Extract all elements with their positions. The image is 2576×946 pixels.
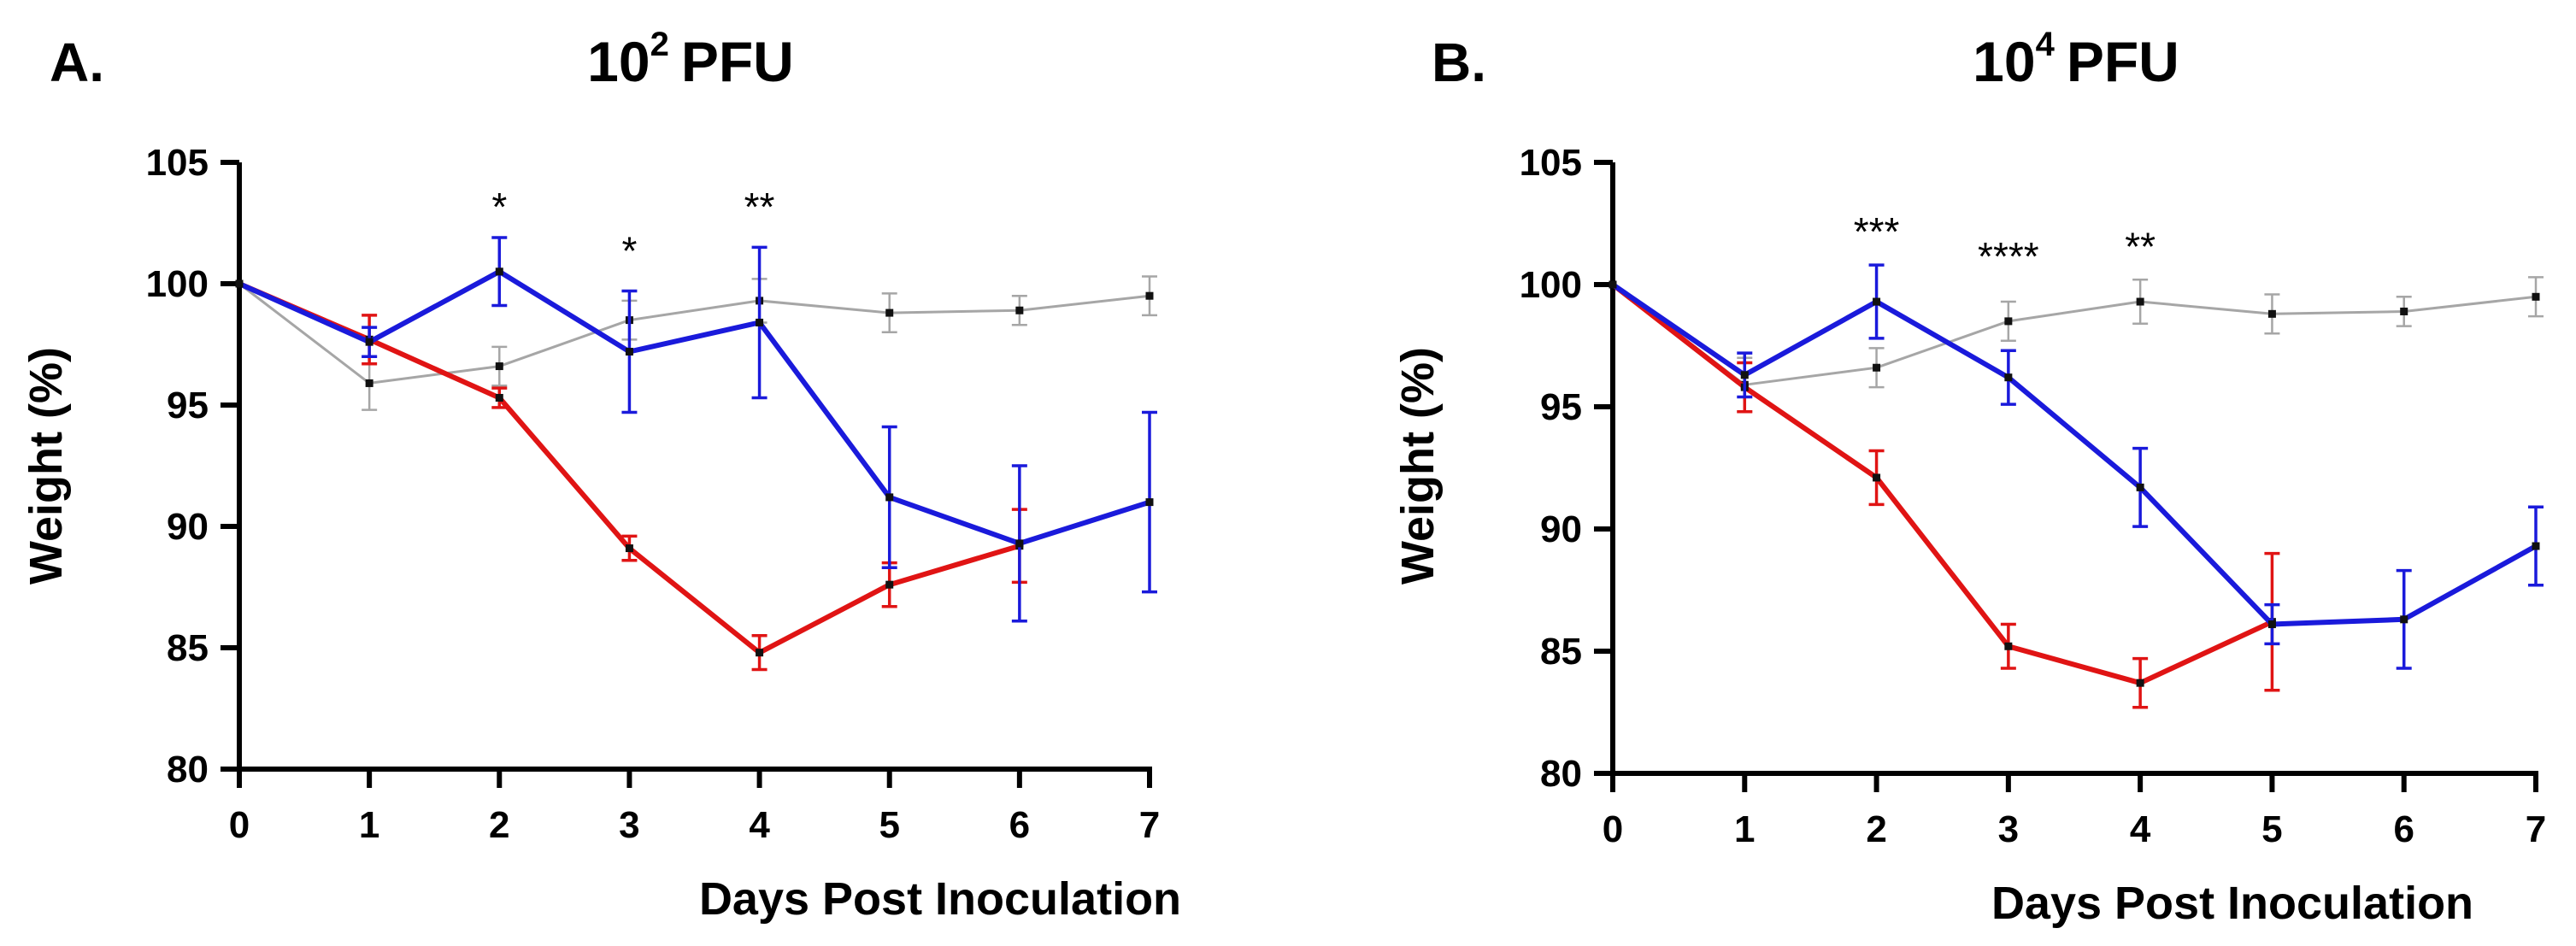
y-tick-label: 85 (167, 627, 209, 669)
title-base: 10 (1973, 30, 2035, 93)
chart-panel-a: A. 102 PFU Days Post Inoculation Weight (… (21, 26, 1181, 925)
series-line (1611, 283, 2538, 386)
x-axis-label: Days Post Inoculation (1991, 878, 2473, 929)
data-point (625, 348, 633, 356)
data-point (2267, 309, 2276, 318)
significance-annotation: ** (744, 185, 775, 229)
x-tick-label: 7 (2526, 808, 2546, 850)
line-chart-b: B. 104 PFU Days Post Inoculation Weight (… (1392, 26, 2547, 929)
chart-title: 104 PFU (1973, 26, 2179, 93)
y-tick-label: 90 (1540, 508, 1582, 550)
y-tick-label: 90 (167, 506, 209, 548)
x-tick-label: 3 (619, 804, 639, 846)
data-point (1609, 280, 1617, 289)
x-tick-label: 0 (229, 804, 250, 846)
significance-annotation: **** (1978, 234, 2039, 279)
title-unit: PFU (681, 30, 794, 93)
line-chart-a: A. 102 PFU Days Post Inoculation Weight (… (21, 26, 1181, 925)
data-point (2136, 483, 2144, 491)
data-point (495, 267, 503, 276)
data-point (1145, 498, 1154, 507)
title-exponent: 4 (2036, 26, 2056, 63)
series-line (1610, 282, 2275, 686)
data-point (885, 493, 894, 502)
series-3 (235, 236, 1157, 623)
series-line (237, 268, 1152, 546)
title-exponent: 2 (650, 26, 669, 63)
data-point (2136, 297, 2144, 306)
series-line (238, 282, 1151, 385)
x-tick-label: 3 (1998, 808, 2019, 850)
title-unit: PFU (2067, 30, 2179, 93)
data-point (2004, 373, 2013, 382)
data-point (235, 279, 244, 288)
x-tick-label: 1 (359, 804, 379, 846)
chart-panel-b: B. 104 PFU Days Post Inoculation Weight (… (1288, 0, 2576, 946)
data-point (625, 544, 633, 553)
y-tick-label: 100 (146, 263, 209, 305)
data-point (1873, 363, 1881, 372)
series-2 (1609, 280, 2280, 709)
x-tick-label: 2 (1866, 808, 1886, 850)
data-point (2532, 292, 2540, 301)
x-tick-label: 2 (489, 804, 509, 846)
significance-annotation: * (621, 228, 637, 273)
y-tick-label: 80 (167, 749, 209, 790)
y-tick-label: 100 (1520, 264, 1582, 306)
data-point (495, 362, 503, 371)
data-point (756, 649, 764, 657)
x-tick-label: 0 (1603, 808, 1623, 850)
panel-letter: A. (50, 32, 104, 93)
series-2 (235, 279, 1027, 672)
panel-letter: B. (1432, 32, 1486, 93)
x-tick-label: 4 (2130, 808, 2151, 850)
x-tick-label: 5 (2261, 808, 2282, 850)
data-point (756, 318, 764, 326)
y-axis-label: Weight (%) (21, 347, 72, 585)
y-tick-label: 95 (1540, 386, 1582, 428)
data-point (365, 338, 373, 346)
data-point (2532, 542, 2540, 550)
series-line (1610, 282, 2538, 627)
data-point (1740, 371, 1749, 379)
data-point (495, 393, 503, 402)
significance-annotation: *** (1854, 209, 1900, 254)
y-axis-label: Weight (%) (1392, 347, 1444, 585)
data-point (1015, 306, 1024, 314)
data-point (1873, 297, 1881, 306)
y-tick-label: 80 (1540, 753, 1582, 795)
x-tick-label: 7 (1139, 804, 1160, 846)
data-point (2267, 620, 2276, 629)
title-base: 10 (587, 30, 650, 93)
significance-annotation: * (491, 185, 507, 229)
data-point (2004, 642, 2013, 650)
data-point (2136, 679, 2144, 687)
x-tick-label: 6 (1009, 804, 1030, 846)
data-point (365, 379, 373, 387)
data-point (885, 580, 894, 589)
x-tick-label: 6 (2393, 808, 2414, 850)
significance-annotation: ** (2125, 224, 2155, 268)
y-tick-label: 105 (1520, 142, 1582, 184)
x-tick-label: 4 (749, 804, 770, 846)
y-tick-label: 95 (167, 385, 209, 426)
data-point (885, 308, 894, 317)
data-point (2400, 307, 2408, 315)
y-tick-label: 105 (146, 142, 209, 184)
y-tick-label: 85 (1540, 631, 1582, 673)
data-point (1015, 539, 1024, 548)
chart-title: 102 PFU (587, 26, 794, 93)
data-point (1145, 291, 1154, 300)
x-tick-label: 1 (1734, 808, 1755, 850)
x-tick-label: 5 (879, 804, 899, 846)
data-point (2400, 615, 2408, 624)
data-point (1873, 473, 1881, 482)
data-point (2004, 317, 2013, 326)
series-3 (1609, 263, 2544, 670)
x-axis-label: Days Post Inoculation (699, 873, 1181, 925)
